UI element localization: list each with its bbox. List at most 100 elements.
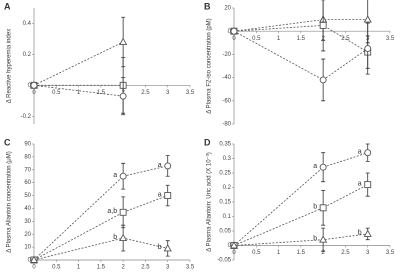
marker	[119, 208, 127, 216]
point-label: a	[358, 149, 362, 156]
x-tick-label: 0.5	[252, 36, 261, 42]
y-tick-label: 0.2	[223, 185, 232, 191]
y-tick-label: 0.2	[23, 52, 32, 58]
marker	[363, 229, 372, 237]
x-tick-label: 3	[366, 250, 370, 256]
x-tick-label: 1.5	[97, 90, 106, 96]
point-label: b	[358, 230, 362, 237]
marker	[319, 21, 327, 29]
y-tick-label: 0.3	[223, 156, 232, 162]
panel-label: B	[204, 1, 211, 11]
y-tick-label: 0.05	[219, 229, 231, 235]
x-tick-label: 0.5	[52, 90, 61, 96]
y-tick-label: -40	[222, 75, 231, 81]
marker	[363, 15, 372, 23]
marker	[319, 76, 327, 84]
point-label: a	[313, 163, 317, 170]
x-tick-label: 3	[166, 90, 170, 96]
x-tick-label: 2	[121, 265, 125, 271]
panel-label: C	[4, 137, 11, 147]
x-tick-label: 3	[166, 265, 170, 271]
x-tick-label: 0	[232, 250, 236, 256]
marker	[230, 27, 238, 35]
point-label: b	[113, 234, 117, 241]
x-tick-label: 3.5	[186, 265, 195, 271]
x-tick-label: 2	[321, 250, 325, 256]
y-tick-label: 70	[24, 167, 31, 173]
series-line	[233, 184, 368, 246]
point-label: b	[313, 236, 317, 243]
y-tick-label: 80	[24, 154, 31, 160]
y-tick-label: -0.05	[217, 258, 231, 264]
y-axis-label: Δ Plasma Allantoin concentration (μM)	[7, 151, 13, 253]
y-tick-label: 20	[24, 232, 31, 238]
point-label: a	[358, 180, 362, 187]
marker	[164, 192, 172, 200]
marker	[119, 233, 128, 242]
x-tick-label: 1	[277, 36, 281, 42]
series-line	[233, 19, 368, 32]
marker	[163, 243, 172, 252]
y-tick-label: -60	[222, 98, 231, 104]
y-tick-label: 0	[28, 258, 32, 264]
y-tick-label: 0	[228, 29, 232, 35]
marker	[119, 37, 128, 45]
marker	[319, 235, 328, 243]
marker	[164, 162, 172, 170]
y-tick-label: 20	[224, 6, 231, 12]
series-line	[233, 233, 368, 246]
series-line	[33, 165, 168, 261]
marker	[119, 172, 127, 180]
x-tick-label: 2.5	[141, 90, 150, 96]
marker	[364, 181, 372, 189]
marker	[30, 81, 38, 89]
marker	[319, 163, 327, 171]
marker	[364, 149, 372, 157]
series-line	[33, 195, 168, 261]
point-label: b	[313, 204, 317, 211]
y-tick-label: 0	[228, 243, 232, 249]
y-tick-label: 0.4	[23, 21, 32, 27]
x-tick-label: 2.5	[141, 265, 150, 271]
marker	[229, 241, 239, 249]
panel-label: A	[4, 1, 11, 11]
y-axis-label: Δ Plasma F2-iso concentration (pM)	[207, 18, 213, 113]
y-tick-label: 50	[24, 193, 31, 199]
y-tick-label: -80	[222, 122, 231, 128]
y-tick-label: 60	[24, 180, 31, 186]
x-tick-label: 3.5	[386, 250, 395, 256]
x-tick-label: 0	[32, 265, 36, 271]
marker	[364, 45, 372, 53]
y-tick-label: 0.15	[219, 200, 231, 206]
point-label: b	[158, 244, 162, 251]
y-tick-label: 0.35	[219, 142, 231, 148]
x-tick-label: 1.5	[297, 36, 306, 42]
y-axis-label: Δ Plasma Allantoin: Uric acid (X 10⁻³)	[207, 152, 213, 252]
y-tick-label: 90	[24, 142, 31, 148]
y-tick-label: -20	[222, 52, 231, 58]
x-tick-label: 1	[77, 265, 81, 271]
series-line	[233, 152, 368, 246]
point-label: a	[113, 172, 117, 179]
x-tick-label: 1	[77, 90, 81, 96]
y-axis-label: Δ Reactive hyperemia index	[7, 29, 13, 103]
x-tick-label: 2.5	[341, 250, 350, 256]
point-label: a	[158, 162, 162, 169]
y-tick-label: 40	[24, 206, 31, 212]
y-tick-label: 0.25	[219, 171, 231, 177]
y-tick-label: -0.2	[21, 114, 32, 120]
y-tick-label: 10	[24, 245, 31, 251]
marker	[119, 92, 127, 100]
point-label: a	[158, 191, 162, 198]
x-tick-label: 1.5	[97, 265, 106, 271]
x-tick-label: 0.5	[52, 265, 61, 271]
series-line	[33, 84, 124, 97]
x-tick-label: 0	[32, 90, 36, 96]
x-tick-label: 3.5	[186, 90, 195, 96]
marker	[29, 255, 39, 263]
x-tick-label: 1.5	[297, 250, 306, 256]
y-tick-label: 0.1	[223, 214, 232, 220]
point-label: a,b	[107, 208, 117, 215]
x-tick-label: 1	[277, 250, 281, 256]
